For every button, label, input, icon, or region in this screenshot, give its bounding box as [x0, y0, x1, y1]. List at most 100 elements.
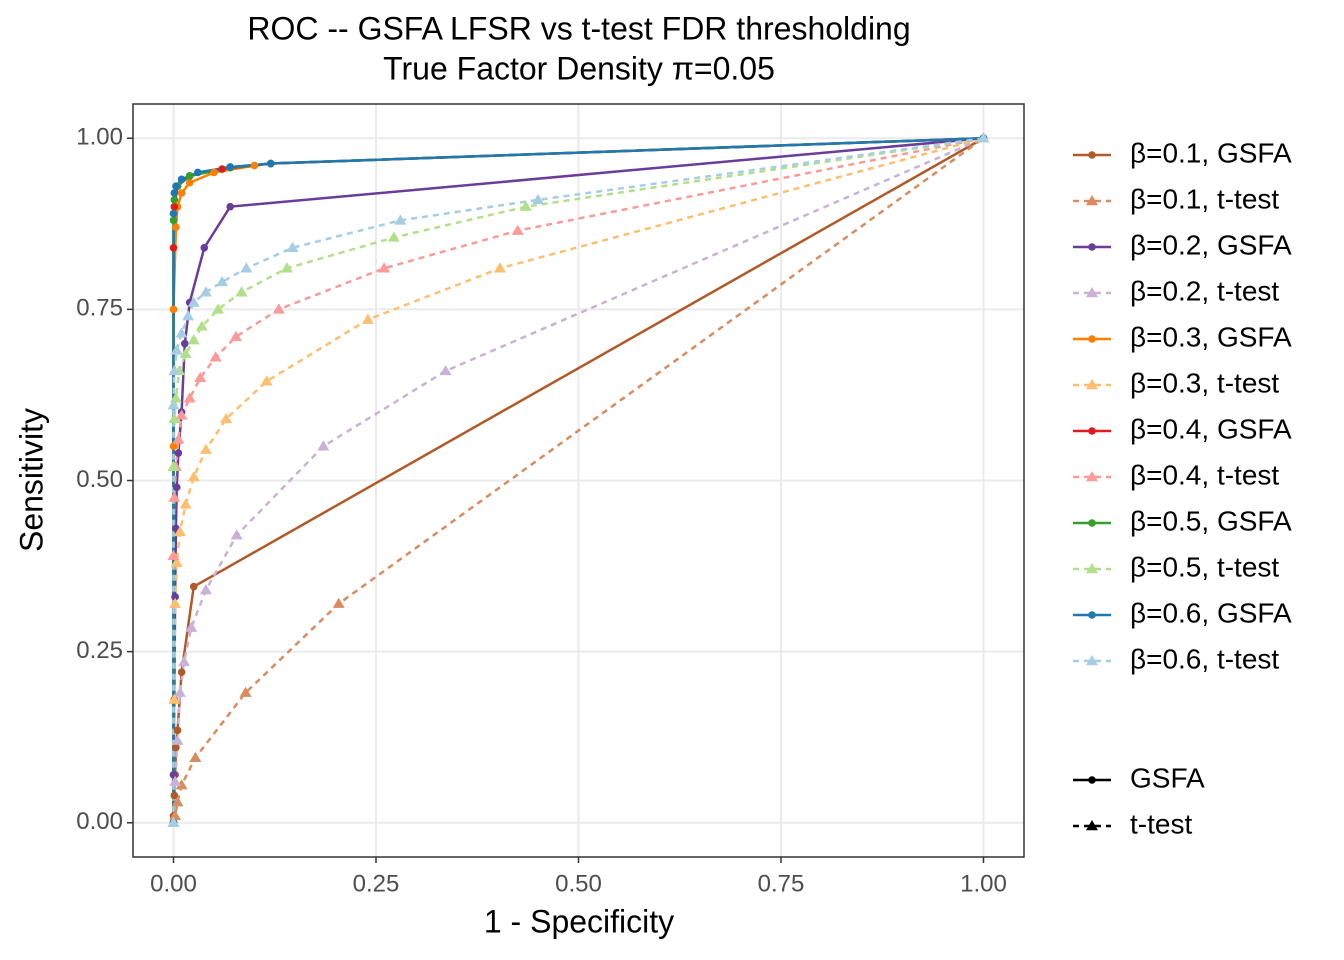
data-point [172, 743, 180, 752]
legend-marker [1088, 151, 1096, 159]
data-point [169, 597, 182, 608]
data-point [260, 375, 273, 386]
data-point [170, 344, 183, 355]
data-point [169, 442, 178, 451]
data-point [317, 440, 330, 451]
data-point [170, 189, 179, 197]
data-point [169, 809, 182, 821]
y-tick-label: 1.00 [76, 124, 123, 151]
legend-marker [1086, 379, 1098, 390]
data-point [272, 303, 285, 314]
data-point [189, 751, 202, 762]
legend-label: β=0.4, GSFA [1130, 413, 1292, 444]
legend-marker [1088, 427, 1096, 435]
data-point [168, 693, 181, 704]
data-point [169, 775, 182, 786]
data-point [168, 364, 181, 376]
data-point [185, 172, 194, 180]
data-point [189, 582, 198, 591]
legend-label: β=0.6, GSFA [1130, 597, 1292, 628]
series-line [172, 137, 985, 824]
data-point [239, 686, 252, 697]
legend-label: β=0.6, t-test [1130, 643, 1279, 674]
data-point [167, 816, 180, 827]
y-axis-title: Sensitivity [13, 408, 49, 552]
data-point [170, 791, 179, 800]
data-point [171, 796, 184, 807]
data-point [218, 165, 226, 173]
data-point [185, 621, 198, 632]
x-tick-label: 0.75 [758, 870, 805, 897]
data-point [332, 597, 345, 608]
data-point [199, 286, 212, 297]
data-point [387, 231, 400, 242]
legend-label: β=0.3, t-test [1130, 367, 1279, 398]
legend-marker [1088, 611, 1096, 619]
data-point [169, 243, 178, 252]
chart-title: ROC -- GSFA LFSR vs t-test FDR threshold… [247, 10, 910, 46]
data-point [511, 224, 524, 235]
x-tick-label: 0.25 [353, 870, 400, 897]
y-tick-label: 0.75 [76, 295, 123, 322]
plot-border [132, 103, 1025, 858]
data-point [172, 182, 180, 190]
data-point [173, 525, 186, 537]
series-line [172, 137, 984, 823]
data-point [187, 296, 200, 307]
legend-marker [1086, 655, 1098, 666]
legend-label: β=0.5, t-test [1130, 551, 1279, 582]
data-point [167, 549, 180, 560]
data-point [199, 443, 212, 454]
data-point [235, 286, 248, 297]
data-point [378, 262, 391, 273]
legend-marker [1088, 335, 1096, 343]
data-point [187, 334, 200, 345]
legend-marker [1086, 820, 1098, 831]
data-point [177, 668, 186, 676]
data-point [175, 327, 188, 338]
y-tick-label: 0.25 [76, 637, 123, 664]
data-point [168, 412, 181, 424]
data-point [179, 498, 192, 509]
data-point [226, 163, 234, 171]
data-point [172, 483, 181, 492]
data-point [175, 779, 188, 790]
legend-label: β=0.2, GSFA [1130, 229, 1292, 260]
data-point [172, 433, 185, 444]
legend-label: GSFA [1130, 762, 1205, 793]
data-point [170, 202, 179, 211]
chart-subtitle: True Factor Density π=0.05 [383, 50, 775, 86]
legend-label: β=0.5, GSFA [1130, 505, 1292, 536]
data-point [167, 460, 180, 472]
legend-label: β=0.1, GSFA [1130, 137, 1292, 168]
x-tick-label: 0.00 [150, 870, 197, 897]
data-point [394, 214, 407, 225]
data-point [174, 449, 183, 457]
data-point [171, 593, 179, 601]
data-point [977, 132, 990, 143]
x-tick-label: 0.50 [555, 870, 602, 897]
data-point [173, 686, 186, 697]
data-point [212, 303, 225, 314]
legend-marker [1086, 287, 1098, 298]
data-point [179, 347, 192, 359]
legend-marker [1088, 519, 1096, 527]
legend-label: t-test [1130, 808, 1192, 839]
data-point [175, 409, 188, 420]
legend-marker [1086, 563, 1098, 574]
data-point [439, 364, 452, 376]
y-tick-label: 0.50 [76, 466, 123, 493]
legend-label: β=0.4, t-test [1130, 459, 1279, 490]
data-point [181, 339, 189, 348]
data-point [183, 392, 196, 403]
data-point [172, 223, 180, 232]
data-point [169, 216, 178, 225]
legend-marker [1086, 471, 1098, 482]
data-point [226, 202, 234, 211]
data-point [167, 399, 180, 410]
y-tick-label: 0.00 [76, 808, 123, 835]
data-point [194, 371, 207, 383]
data-point [169, 305, 178, 314]
data-point [177, 189, 186, 197]
